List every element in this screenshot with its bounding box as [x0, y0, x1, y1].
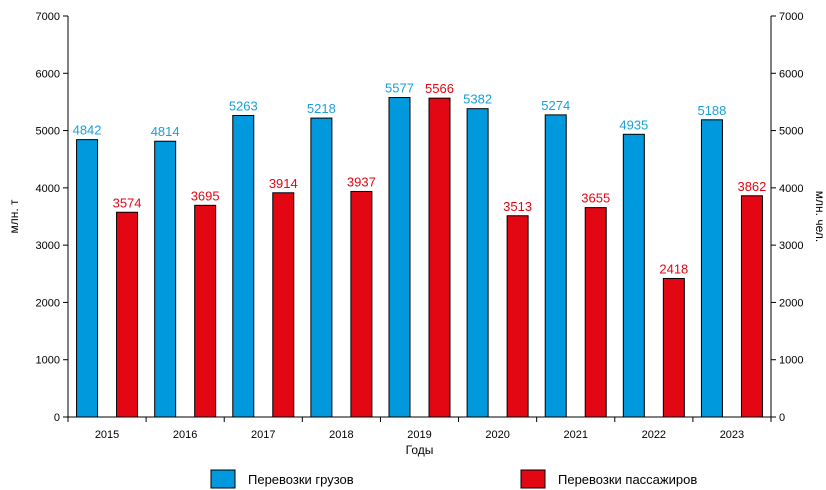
- legend-swatch-passengers: [520, 469, 546, 489]
- y-tick-label-right: 3000: [779, 240, 803, 252]
- bar-freight: [76, 139, 99, 418]
- value-label-passengers: 5566: [425, 81, 454, 96]
- bar-freight: [466, 108, 489, 418]
- value-label-passengers: 3862: [737, 179, 766, 194]
- bar-passengers: [350, 190, 373, 418]
- value-label-freight: 5188: [697, 103, 726, 118]
- legend-label-freight: Перевозки грузов: [248, 472, 354, 487]
- legend-label-passengers: Перевозки пассажиров: [558, 472, 697, 487]
- x-tick-label: 2016: [173, 429, 197, 441]
- axes-layer: [67, 16, 772, 418]
- bar-freight: [544, 114, 567, 418]
- value-label-passengers: 3574: [113, 195, 142, 210]
- value-label-freight: 5218: [307, 101, 336, 116]
- y-tick-label-left: 0: [54, 412, 60, 424]
- y-tick-label-right: 6000: [779, 68, 803, 80]
- x-tick-label: 2018: [329, 429, 353, 441]
- bar-freight: [232, 115, 255, 418]
- y-tick-label-left: 5000: [36, 126, 60, 138]
- value-label-freight: 4842: [73, 123, 102, 138]
- value-label-freight: 5577: [385, 81, 414, 96]
- value-label-passengers: 3937: [347, 174, 376, 189]
- y-tick-label-right: 5000: [779, 126, 803, 138]
- y-axis-title-right: млн. чел.: [813, 191, 826, 242]
- x-tick-label: 2017: [251, 429, 275, 441]
- value-label-freight: 5274: [541, 98, 570, 113]
- value-labels-layer: 4842 3574 4814 3695 5263 3914 5218 3937 5577 5566…: [73, 81, 767, 277]
- bar-passengers: [116, 211, 139, 418]
- y-tick-label-right: 0: [779, 412, 785, 424]
- legend-swatch-freight: [210, 469, 236, 489]
- y-tick-label-left: 6000: [36, 68, 60, 80]
- bar-freight: [388, 97, 411, 418]
- x-tick-label: 2022: [642, 429, 666, 441]
- x-tick-label: 2023: [720, 429, 744, 441]
- value-label-passengers: 2418: [659, 261, 688, 276]
- bar-freight: [700, 119, 723, 418]
- bar-passengers: [272, 192, 295, 418]
- bar-freight: [154, 140, 177, 418]
- value-label-freight: 5263: [229, 99, 258, 114]
- value-label-passengers: 3914: [269, 176, 298, 191]
- value-label-freight: 4935: [619, 117, 648, 132]
- bar-passengers: [662, 277, 685, 418]
- bar-passengers: [506, 215, 529, 418]
- x-tick-label: 2021: [563, 429, 587, 441]
- y-tick-label-right: 1000: [779, 355, 803, 367]
- x-tick-label: 2020: [485, 429, 509, 441]
- y-axis-title-left: млн. т: [7, 199, 21, 234]
- value-label-passengers: 3513: [503, 199, 532, 214]
- legend: Перевозки грузов Перевозки пассажиров: [210, 469, 697, 489]
- bar-passengers: [740, 195, 763, 418]
- value-label-passengers: 3655: [581, 191, 610, 206]
- y-tick-label-right: 4000: [779, 183, 803, 195]
- value-label-passengers: 3695: [191, 188, 220, 203]
- x-axis-title: Годы: [406, 443, 434, 457]
- y-tick-label-left: 3000: [36, 240, 60, 252]
- bars-layer: [76, 97, 763, 418]
- y-tick-label-left: 4000: [36, 183, 60, 195]
- bar-freight: [310, 117, 333, 418]
- x-tick-label: 2019: [407, 429, 431, 441]
- bar-passengers: [194, 204, 217, 418]
- y-tick-label-left: 7000: [36, 11, 60, 23]
- value-label-freight: 4814: [151, 124, 180, 139]
- bar-freight: [622, 133, 645, 418]
- y-tick-label-right: 7000: [779, 11, 803, 23]
- ticks-layer: 0 0 1000 1000 2000 2000 3000 3000 4000 4000 5000 50…: [36, 11, 804, 441]
- x-tick-label: 2015: [95, 429, 119, 441]
- y-tick-label-left: 1000: [36, 355, 60, 367]
- bar-passengers: [428, 97, 451, 418]
- bar-passengers: [584, 207, 607, 418]
- y-tick-label-left: 2000: [36, 297, 60, 309]
- y-tick-label-right: 2000: [779, 297, 803, 309]
- value-label-freight: 5382: [463, 92, 492, 107]
